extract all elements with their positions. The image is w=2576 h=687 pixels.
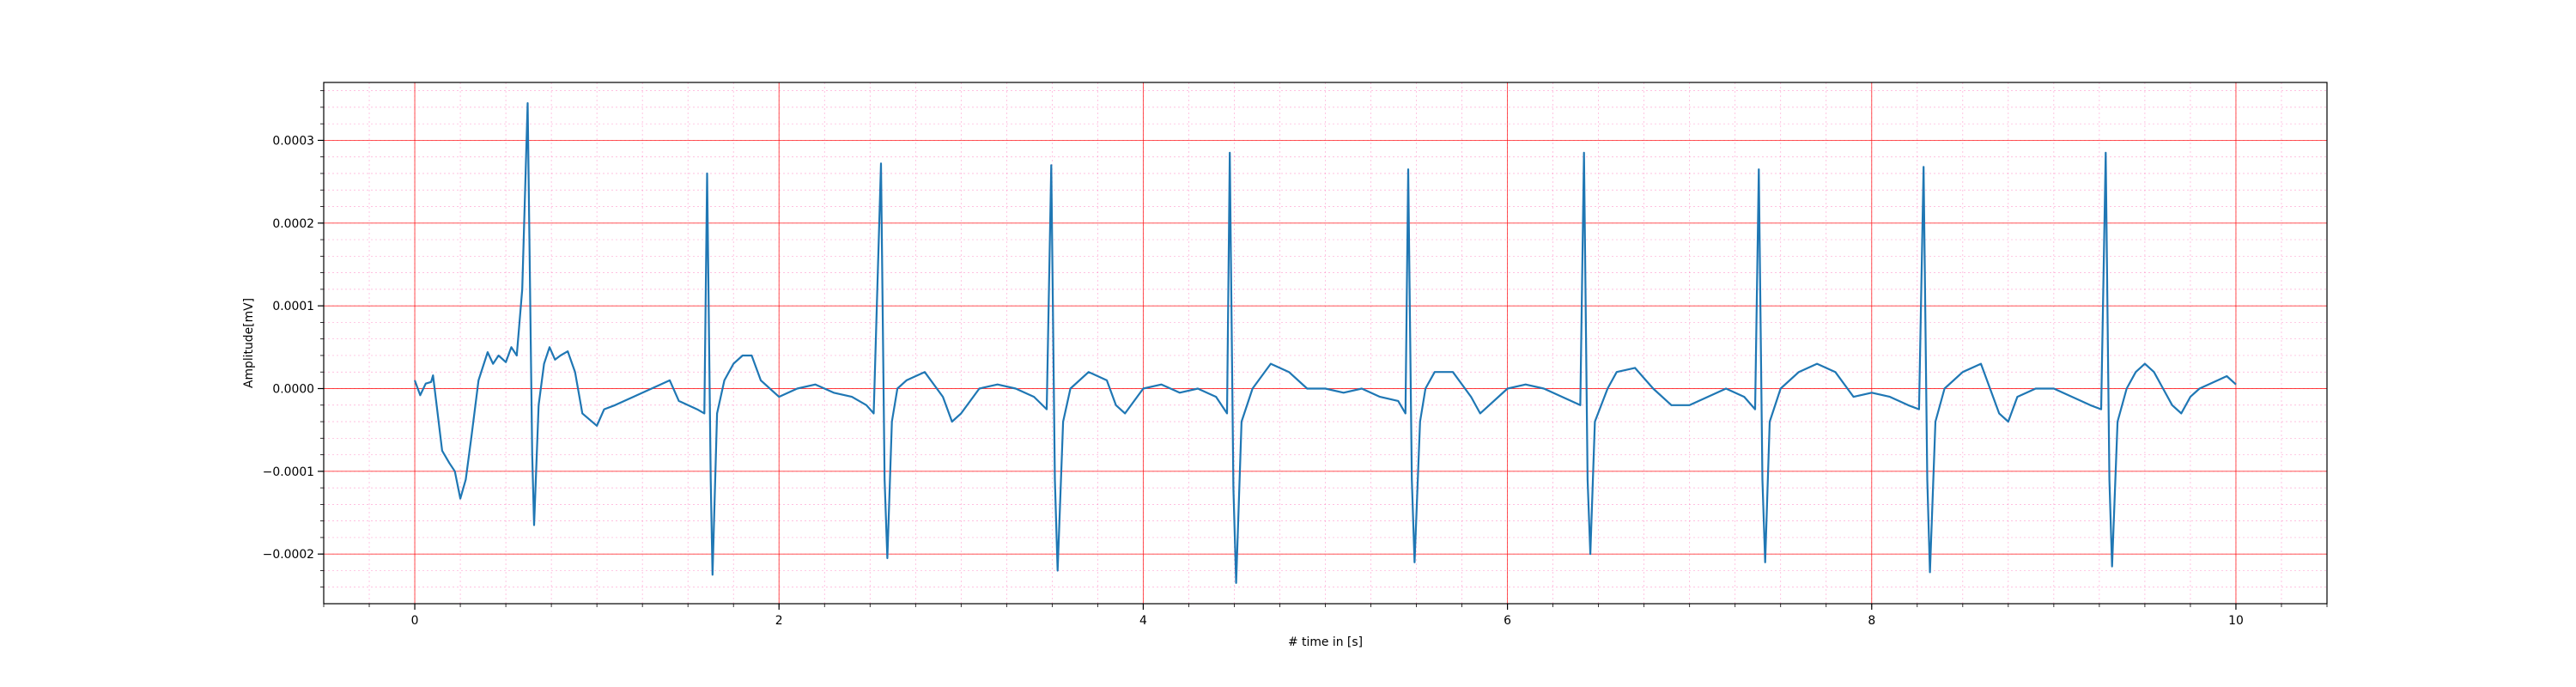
minor-grid: [323, 82, 2328, 604]
x-tick-label: 10: [2228, 614, 2244, 628]
ecg-series-line: [413, 102, 2237, 584]
major-grid: [324, 82, 2327, 604]
y-axis-label: Amplitude[mV]: [242, 298, 256, 388]
x-axis-ticks: 0 2 4 6 8 10: [323, 604, 2328, 628]
x-tick-label: 8: [1868, 614, 1875, 628]
y-tick-label: 0.0001: [272, 300, 314, 313]
y-tick-label: 0.0000: [272, 382, 314, 396]
y-tick-label: 0.0003: [272, 134, 314, 148]
y-tick-label: 0.0002: [272, 217, 314, 231]
x-tick-label: 0: [411, 614, 419, 628]
x-tick-label: 2: [775, 614, 783, 628]
x-tick-label: 4: [1139, 614, 1147, 628]
y-axis-ticks: −0.0002 −0.0001 0.0000 0.0001 0.0002 0.0003: [263, 90, 324, 588]
series-layer: [413, 102, 2237, 584]
y-tick-label: −0.0001: [263, 465, 314, 479]
x-tick-label: 6: [1504, 614, 1511, 628]
y-tick-label: −0.0002: [263, 548, 314, 562]
x-axis-label: # time in [s]: [1288, 635, 1363, 649]
